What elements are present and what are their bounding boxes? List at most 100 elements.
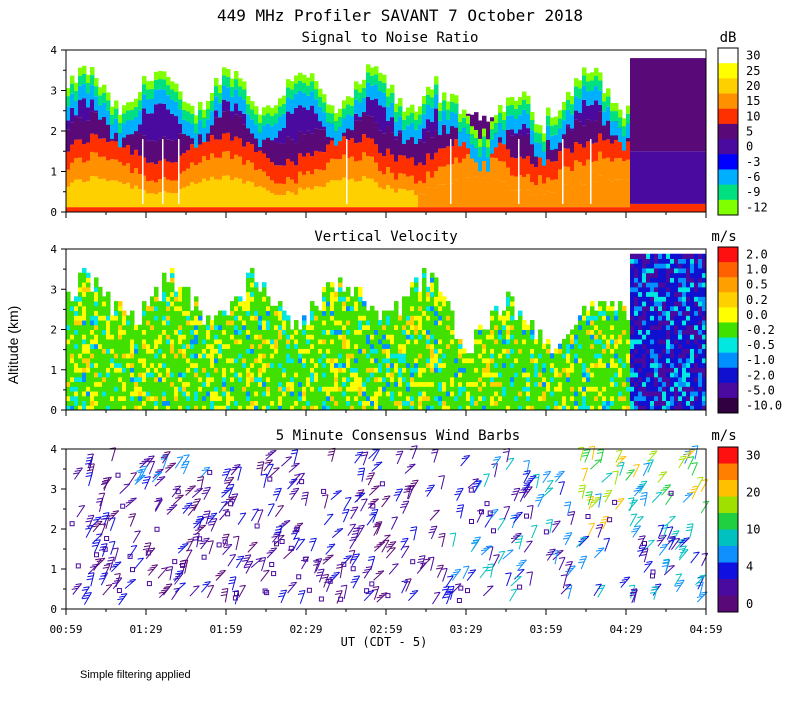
velocity-cell — [402, 339, 407, 344]
velocity-cell — [246, 277, 251, 282]
velocity-cell — [654, 377, 659, 382]
velocity-cell — [618, 367, 623, 372]
snr-cell — [510, 190, 515, 207]
snr-cell — [386, 167, 391, 185]
velocity-cell — [502, 391, 507, 396]
velocity-cell — [622, 315, 627, 320]
velocity-cell — [666, 306, 671, 311]
velocity-cell — [238, 339, 243, 344]
velocity-cell — [366, 367, 371, 372]
velocity-cell — [454, 358, 459, 363]
velocity-cell — [66, 320, 71, 325]
snr-cell — [558, 186, 563, 207]
velocity-cell — [338, 367, 343, 372]
velocity-cell — [674, 258, 679, 263]
snr-cell — [154, 142, 159, 164]
velocity-cell — [362, 348, 367, 353]
velocity-cell — [446, 367, 451, 372]
velocity-cell — [370, 382, 375, 387]
snr-cell — [682, 151, 687, 204]
velocity-cell — [690, 396, 695, 401]
velocity-cell — [430, 396, 435, 401]
velocity-cell — [270, 367, 275, 372]
velocity-cell — [246, 358, 251, 363]
velocity-cell — [594, 363, 599, 368]
velocity-cell — [650, 296, 655, 301]
snr-cell — [214, 110, 219, 117]
snr-cell — [462, 110, 467, 118]
velocity-cell — [502, 363, 507, 368]
snr-cell — [182, 131, 187, 153]
snr-cell — [258, 207, 263, 212]
velocity-cell — [670, 282, 675, 287]
snr-cell — [394, 136, 399, 139]
snr-cell — [398, 106, 403, 116]
snr-cell — [638, 151, 643, 204]
velocity-cell — [594, 325, 599, 330]
velocity-cell — [438, 372, 443, 377]
snr-cell — [314, 151, 319, 169]
snr-cell — [110, 180, 115, 207]
velocity-cell — [414, 306, 419, 311]
snr-cell — [106, 181, 111, 207]
velocity-cell — [134, 401, 139, 406]
velocity-cell — [242, 386, 247, 391]
velocity-cell — [190, 363, 195, 368]
velocity-cell — [74, 382, 79, 387]
velocity-cell — [142, 334, 147, 339]
snr-cell — [586, 160, 591, 181]
velocity-cell — [402, 315, 407, 320]
velocity-cell — [622, 306, 627, 311]
snr-cell — [482, 179, 487, 208]
velocity-cell — [218, 348, 223, 353]
figure-title: 449 MHz Profiler SAVANT 7 October 2018 — [217, 6, 583, 25]
velocity-cell — [122, 391, 127, 396]
velocity-cell — [138, 330, 143, 335]
velocity-cell — [630, 282, 635, 287]
velocity-cell — [322, 358, 327, 363]
velocity-cell — [486, 334, 491, 339]
velocity-cell — [566, 386, 571, 391]
velocity-cell — [506, 382, 511, 387]
velocity-cell — [330, 325, 335, 330]
velocity-cell — [198, 382, 203, 387]
snr-cell — [254, 152, 259, 170]
velocity-cell — [238, 306, 243, 311]
velocity-cell — [110, 401, 115, 406]
velocity-cell — [190, 344, 195, 349]
velocity-cell — [254, 344, 259, 349]
velocity-cell — [338, 339, 343, 344]
velocity-cell — [594, 367, 599, 372]
velocity-cell — [414, 325, 419, 330]
velocity-cell — [278, 372, 283, 377]
velocity-cell — [178, 372, 183, 377]
snr-cell — [70, 207, 75, 212]
snr-cell — [306, 78, 311, 86]
snr-cell — [70, 145, 75, 163]
velocity-cell — [126, 334, 131, 339]
velocity-cell — [322, 353, 327, 358]
velocity-cell — [182, 301, 187, 306]
velocity-cell — [198, 348, 203, 353]
velocity-cell — [446, 339, 451, 344]
velocity-cell — [614, 334, 619, 339]
velocity-cell — [278, 367, 283, 372]
velocity-cell — [602, 306, 607, 311]
velocity-cell — [98, 353, 103, 358]
velocity-cell — [198, 339, 203, 344]
velocity-cell — [658, 334, 663, 339]
velocity-cell — [210, 396, 215, 401]
snr-cell — [330, 159, 335, 180]
velocity-cell — [590, 334, 595, 339]
snr-cell — [462, 118, 467, 128]
velocity-cell — [94, 382, 99, 387]
velocity-cell — [678, 292, 683, 297]
velocity-cell — [186, 401, 191, 406]
snr-cell — [234, 79, 239, 89]
velocity-cell — [666, 377, 671, 382]
snr-cell — [630, 151, 635, 204]
velocity-cell — [142, 401, 147, 406]
velocity-cell — [226, 367, 231, 372]
velocity-cell — [542, 348, 547, 353]
velocity-cell — [602, 353, 607, 358]
